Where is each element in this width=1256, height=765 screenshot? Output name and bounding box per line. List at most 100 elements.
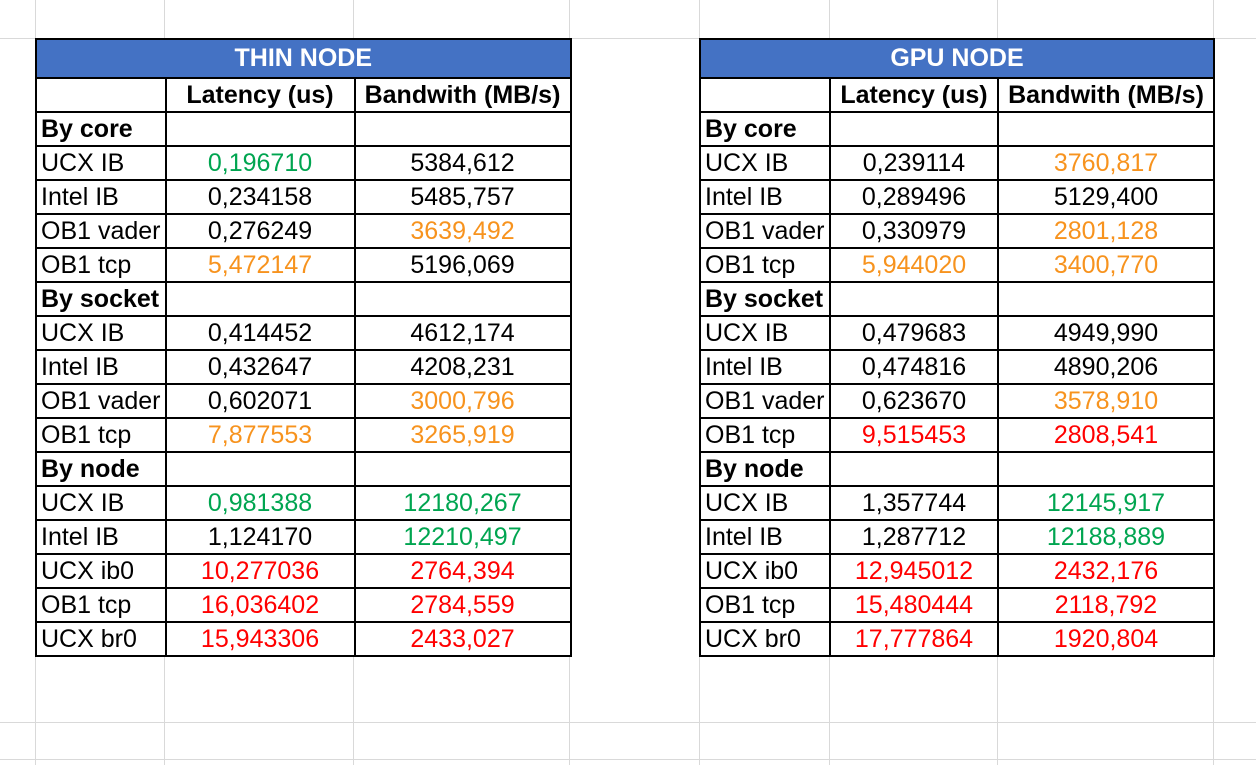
protocol-name-cell[interactable]: UCX IB [35,485,167,521]
protocol-name-cell[interactable]: OB1 tcp [699,587,831,623]
bandwidth-cell[interactable]: 5485,757 [353,179,572,215]
protocol-name-cell[interactable]: UCX ib0 [35,553,167,589]
protocol-name-cell[interactable]: UCX IB [699,485,831,521]
bandwidth-cell[interactable]: 4612,174 [353,315,572,351]
latency-cell[interactable]: 0,234158 [164,179,356,215]
latency-cell[interactable]: 0,432647 [164,349,356,385]
empty-cell[interactable] [164,451,356,487]
section-label[interactable]: By node [699,451,831,487]
protocol-name-cell[interactable]: OB1 tcp [35,417,167,453]
latency-cell[interactable]: 5,944020 [829,247,999,283]
section-label[interactable]: By core [35,111,167,147]
protocol-name-cell[interactable]: Intel IB [35,349,167,385]
section-label[interactable]: By socket [699,281,831,317]
latency-cell[interactable]: 0,239114 [829,145,999,181]
table-title[interactable]: THIN NODE [35,38,572,79]
protocol-name-cell[interactable]: OB1 vader [35,213,167,249]
latency-cell[interactable]: 16,036402 [164,587,356,623]
latency-cell[interactable]: 12,945012 [829,553,999,589]
bandwidth-cell[interactable]: 3265,919 [353,417,572,453]
protocol-name-cell[interactable]: UCX IB [699,145,831,181]
bandwidth-header[interactable]: Bandwith (MB/s) [353,77,572,113]
protocol-name-cell[interactable]: Intel IB [35,519,167,555]
bandwidth-cell[interactable]: 2784,559 [353,587,572,623]
bandwidth-cell[interactable]: 3760,817 [997,145,1215,181]
latency-cell[interactable]: 5,472147 [164,247,356,283]
latency-cell[interactable]: 1,287712 [829,519,999,555]
bandwidth-cell[interactable]: 12145,917 [997,485,1215,521]
bandwidth-cell[interactable]: 2764,394 [353,553,572,589]
empty-cell[interactable] [997,451,1215,487]
protocol-name-cell[interactable]: UCX ib0 [699,553,831,589]
protocol-name-cell[interactable]: Intel IB [699,349,831,385]
empty-cell[interactable] [164,281,356,317]
protocol-name-cell[interactable]: UCX IB [35,145,167,181]
latency-cell[interactable]: 1,124170 [164,519,356,555]
bandwidth-cell[interactable]: 2118,792 [997,587,1215,623]
bandwidth-cell[interactable]: 12180,267 [353,485,572,521]
latency-cell[interactable]: 0,414452 [164,315,356,351]
latency-cell[interactable]: 0,602071 [164,383,356,419]
protocol-name-cell[interactable]: UCX br0 [699,621,831,657]
bandwidth-header[interactable]: Bandwith (MB/s) [997,77,1215,113]
protocol-name-cell[interactable]: UCX IB [699,315,831,351]
empty-cell[interactable] [353,451,572,487]
bandwidth-cell[interactable]: 5384,612 [353,145,572,181]
protocol-name-cell[interactable]: OB1 tcp [35,587,167,623]
protocol-name-cell[interactable]: OB1 vader [35,383,167,419]
section-label[interactable]: By node [35,451,167,487]
empty-cell[interactable] [997,111,1215,147]
section-label[interactable]: By socket [35,281,167,317]
bandwidth-cell[interactable]: 5196,069 [353,247,572,283]
bandwidth-cell[interactable]: 5129,400 [997,179,1215,215]
latency-cell[interactable]: 0,276249 [164,213,356,249]
latency-cell[interactable]: 0,289496 [829,179,999,215]
protocol-name-cell[interactable]: OB1 vader [699,383,831,419]
latency-cell[interactable]: 10,277036 [164,553,356,589]
latency-cell[interactable]: 0,479683 [829,315,999,351]
table-title[interactable]: GPU NODE [699,38,1215,79]
protocol-name-cell[interactable]: OB1 tcp [699,247,831,283]
latency-cell[interactable]: 0,623670 [829,383,999,419]
protocol-name-cell[interactable]: Intel IB [699,519,831,555]
bandwidth-cell[interactable]: 2433,027 [353,621,572,657]
bandwidth-cell[interactable]: 3578,910 [997,383,1215,419]
protocol-name-cell[interactable]: OB1 tcp [35,247,167,283]
protocol-name-cell[interactable]: UCX br0 [35,621,167,657]
latency-cell[interactable]: 15,943306 [164,621,356,657]
protocol-name-cell[interactable]: OB1 vader [699,213,831,249]
empty-cell[interactable] [829,281,999,317]
empty-cell[interactable] [353,281,572,317]
latency-cell[interactable]: 7,877553 [164,417,356,453]
latency-cell[interactable]: 0,474816 [829,349,999,385]
bandwidth-cell[interactable]: 2808,541 [997,417,1215,453]
latency-cell[interactable]: 9,515453 [829,417,999,453]
empty-cell[interactable] [353,111,572,147]
latency-header[interactable]: Latency (us) [164,77,356,113]
protocol-name-cell[interactable]: OB1 tcp [699,417,831,453]
bandwidth-cell[interactable]: 12210,497 [353,519,572,555]
protocol-name-cell[interactable]: UCX IB [35,315,167,351]
bandwidth-cell[interactable]: 3400,770 [997,247,1215,283]
latency-header[interactable]: Latency (us) [829,77,999,113]
bandwidth-cell[interactable]: 1920,804 [997,621,1215,657]
bandwidth-cell[interactable]: 4208,231 [353,349,572,385]
latency-cell[interactable]: 15,480444 [829,587,999,623]
section-label[interactable]: By core [699,111,831,147]
bandwidth-cell[interactable]: 12188,889 [997,519,1215,555]
protocol-name-cell[interactable]: Intel IB [699,179,831,215]
latency-cell[interactable]: 0,981388 [164,485,356,521]
header-blank-cell[interactable] [35,77,167,113]
protocol-name-cell[interactable]: Intel IB [35,179,167,215]
latency-cell[interactable]: 0,330979 [829,213,999,249]
latency-cell[interactable]: 0,196710 [164,145,356,181]
empty-cell[interactable] [829,451,999,487]
bandwidth-cell[interactable]: 4949,990 [997,315,1215,351]
latency-cell[interactable]: 17,777864 [829,621,999,657]
header-blank-cell[interactable] [699,77,831,113]
empty-cell[interactable] [997,281,1215,317]
bandwidth-cell[interactable]: 3000,796 [353,383,572,419]
empty-cell[interactable] [164,111,356,147]
bandwidth-cell[interactable]: 4890,206 [997,349,1215,385]
latency-cell[interactable]: 1,357744 [829,485,999,521]
